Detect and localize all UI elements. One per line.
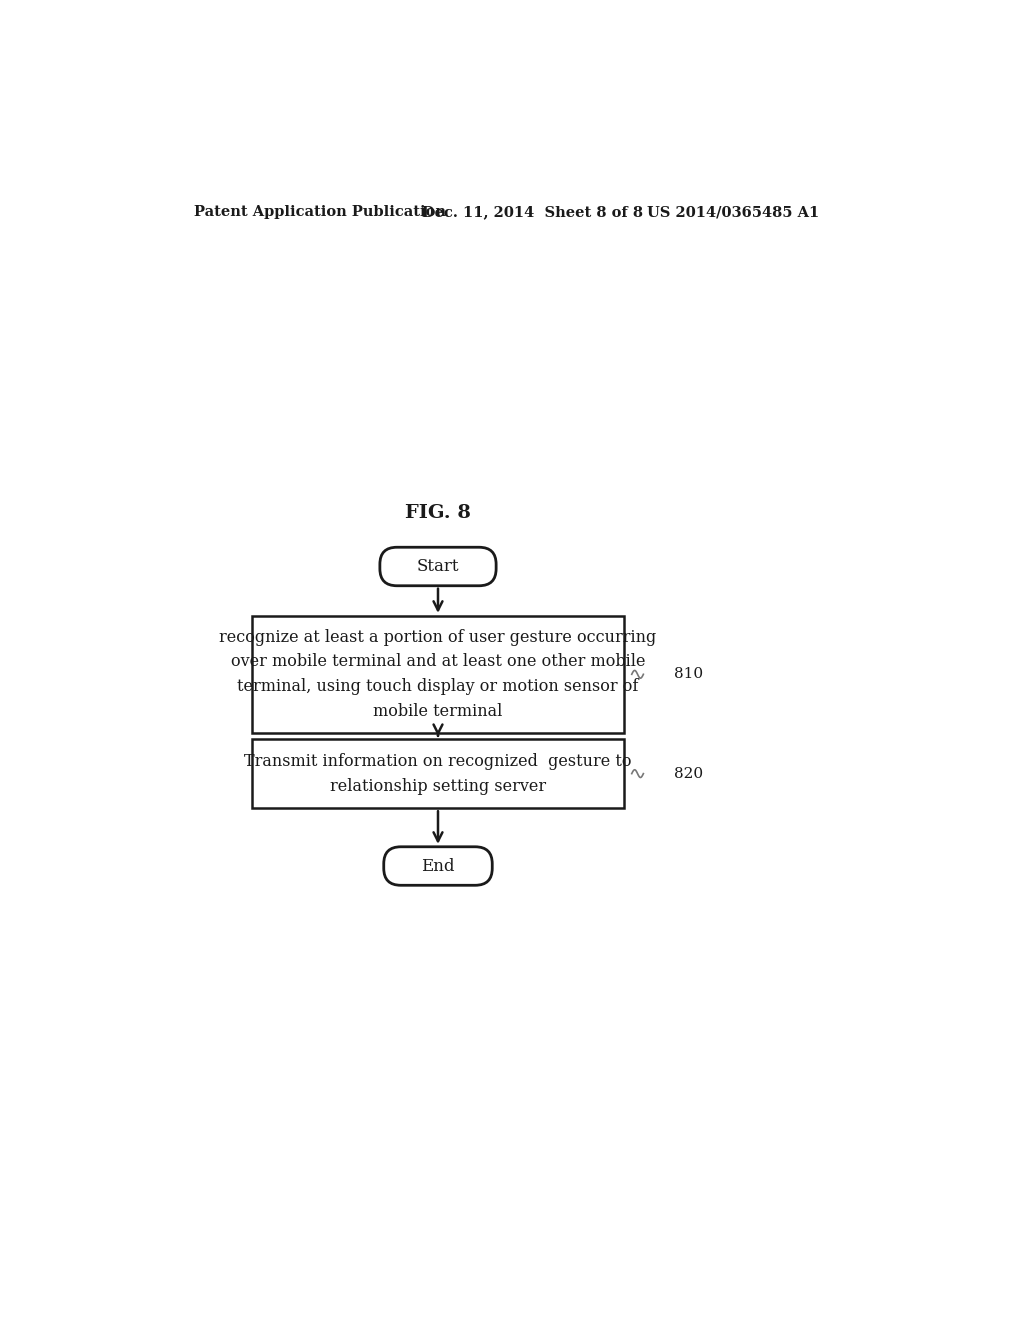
Text: Patent Application Publication: Patent Application Publication — [194, 206, 445, 219]
Text: Start: Start — [417, 558, 459, 576]
Text: US 2014/0365485 A1: US 2014/0365485 A1 — [647, 206, 819, 219]
Bar — [252, 739, 624, 808]
Text: Dec. 11, 2014  Sheet 8 of 8: Dec. 11, 2014 Sheet 8 of 8 — [423, 206, 643, 219]
Text: End: End — [421, 858, 455, 875]
Text: 810: 810 — [675, 668, 703, 681]
FancyBboxPatch shape — [384, 847, 493, 886]
Text: FIG. 8: FIG. 8 — [406, 504, 471, 521]
Text: Transmit information on recognized  gesture to
relationship setting server: Transmit information on recognized gestu… — [245, 752, 632, 795]
FancyBboxPatch shape — [380, 548, 496, 586]
Text: 820: 820 — [675, 767, 703, 780]
Bar — [252, 615, 624, 733]
Text: recognize at least a portion of user gesture occurring
over mobile terminal and : recognize at least a portion of user ges… — [219, 628, 656, 719]
